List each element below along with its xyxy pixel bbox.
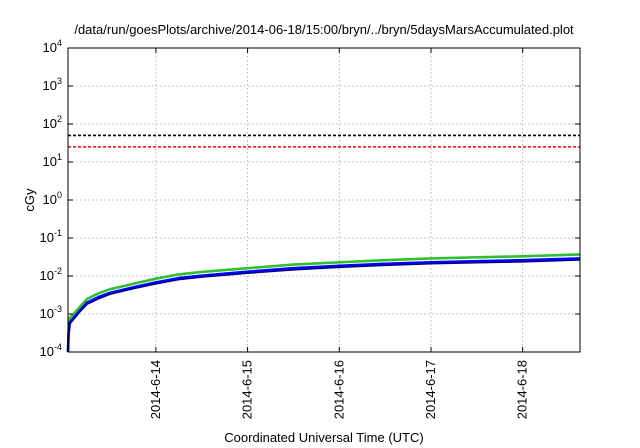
series-group bbox=[66, 253, 581, 353]
y-tick-label: 10-1 bbox=[40, 228, 62, 245]
x-axis: 2014-6-14 2014-6-15 2014-6-16 2014-6-17 2014… bbox=[148, 48, 530, 419]
series-line bbox=[66, 257, 581, 353]
x-tick-label: 2014-6-16 bbox=[331, 360, 346, 419]
chart-title: /data/run/goesPlots/archive/2014-06-18/1… bbox=[74, 22, 574, 37]
y-tick-label: 10-3 bbox=[40, 304, 62, 321]
y-axis: 10-4 10-3 10-2 10-1 100 101 102 103 104 bbox=[40, 38, 580, 359]
y-tick-label: 10-2 bbox=[40, 266, 62, 283]
x-tick-label: 2014-6-14 bbox=[148, 360, 163, 419]
reference-lines bbox=[68, 134, 580, 148]
y-tick-label: 104 bbox=[43, 38, 62, 55]
y-tick-label: 10-4 bbox=[40, 342, 62, 359]
y-tick-label: 101 bbox=[43, 152, 62, 169]
grid bbox=[68, 48, 580, 352]
x-tick-label: 2014-6-17 bbox=[423, 360, 438, 419]
y-axis-label: cGy bbox=[22, 188, 37, 212]
x-axis-label: Coordinated Universal Time (UTC) bbox=[224, 430, 423, 445]
x-tick-label: 2014-6-15 bbox=[240, 360, 255, 419]
series-line bbox=[67, 259, 581, 353]
y-tick-label: 103 bbox=[43, 76, 62, 93]
y-tick-label: 100 bbox=[43, 190, 62, 207]
y-tick-label: 102 bbox=[43, 114, 62, 131]
x-tick-label: 2014-6-18 bbox=[515, 360, 530, 419]
series-line bbox=[66, 253, 581, 353]
